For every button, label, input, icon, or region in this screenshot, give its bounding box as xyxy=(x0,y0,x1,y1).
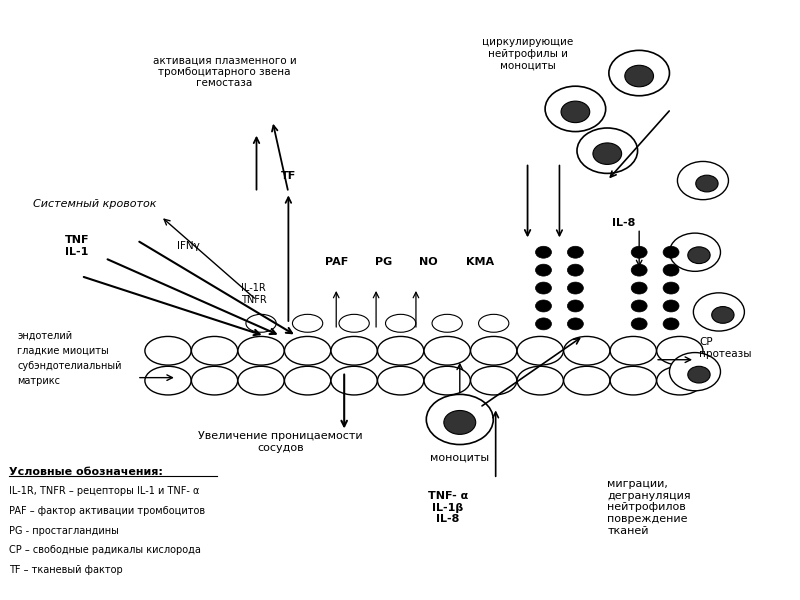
Ellipse shape xyxy=(424,337,470,365)
Circle shape xyxy=(567,318,583,330)
Text: Увеличение проницаемости
сосудов: Увеличение проницаемости сосудов xyxy=(198,431,362,453)
Text: Системный кровоток: Системный кровоток xyxy=(34,199,157,209)
Circle shape xyxy=(426,394,494,445)
Text: TF – тканевый фактор: TF – тканевый фактор xyxy=(10,565,123,575)
Text: NO: NO xyxy=(418,257,438,267)
Circle shape xyxy=(567,282,583,294)
Text: IL-1R
TNFR: IL-1R TNFR xyxy=(241,283,266,305)
Text: моноциты: моноциты xyxy=(430,452,490,462)
Ellipse shape xyxy=(610,337,657,365)
Ellipse shape xyxy=(293,314,322,332)
Text: СР
протеазы: СР протеазы xyxy=(699,337,751,359)
Text: миграции,
дегрануляция
нейтрофилов
повреждение
тканей: миграции, дегрануляция нейтрофилов повре… xyxy=(607,479,691,536)
Circle shape xyxy=(535,282,551,294)
Circle shape xyxy=(535,300,551,312)
Ellipse shape xyxy=(145,366,191,395)
Text: IL-8: IL-8 xyxy=(611,218,635,229)
Ellipse shape xyxy=(657,366,703,395)
Circle shape xyxy=(545,86,606,131)
Text: PG - простагландины: PG - простагландины xyxy=(10,526,119,536)
Ellipse shape xyxy=(517,337,563,365)
Text: активация плазменного и
тромбоцитарного звена
гемостаза: активация плазменного и тромбоцитарного … xyxy=(153,55,297,88)
Circle shape xyxy=(663,318,679,330)
Circle shape xyxy=(631,282,647,294)
Ellipse shape xyxy=(610,366,657,395)
Ellipse shape xyxy=(285,366,330,395)
Ellipse shape xyxy=(564,337,610,365)
Circle shape xyxy=(535,264,551,276)
Ellipse shape xyxy=(424,366,470,395)
Text: PAF – фактор активации тромбоцитов: PAF – фактор активации тромбоцитов xyxy=(10,506,206,516)
Ellipse shape xyxy=(432,314,462,332)
Ellipse shape xyxy=(378,366,424,395)
Text: IL-1R, TNFR – рецепторы IL-1 и TNF- α: IL-1R, TNFR – рецепторы IL-1 и TNF- α xyxy=(10,487,200,496)
Circle shape xyxy=(688,247,710,263)
Circle shape xyxy=(678,161,729,200)
Circle shape xyxy=(577,128,638,173)
Ellipse shape xyxy=(246,314,276,332)
Ellipse shape xyxy=(191,366,238,395)
Circle shape xyxy=(688,366,710,383)
Ellipse shape xyxy=(478,314,509,332)
Circle shape xyxy=(694,293,745,331)
Circle shape xyxy=(567,300,583,312)
Text: TNF- α
IL-1β
IL-8: TNF- α IL-1β IL-8 xyxy=(428,491,468,524)
Text: гладкие миоциты: гладкие миоциты xyxy=(18,346,109,356)
Circle shape xyxy=(663,300,679,312)
Circle shape xyxy=(593,143,622,164)
Ellipse shape xyxy=(339,314,370,332)
Ellipse shape xyxy=(331,337,378,365)
Ellipse shape xyxy=(657,337,703,365)
Ellipse shape xyxy=(285,337,330,365)
Circle shape xyxy=(631,300,647,312)
Circle shape xyxy=(535,318,551,330)
Ellipse shape xyxy=(386,314,416,332)
Text: PG: PG xyxy=(375,257,393,267)
Ellipse shape xyxy=(470,366,517,395)
Ellipse shape xyxy=(238,337,284,365)
Ellipse shape xyxy=(517,366,563,395)
Text: TNF
IL-1: TNF IL-1 xyxy=(65,235,90,257)
Circle shape xyxy=(561,101,590,122)
Circle shape xyxy=(696,175,718,192)
Circle shape xyxy=(663,282,679,294)
Circle shape xyxy=(625,65,654,87)
Text: TF: TF xyxy=(281,170,296,181)
Text: циркулирующие
нейтрофилы и
моноциты: циркулирующие нейтрофилы и моноциты xyxy=(482,37,573,70)
Text: субэндотелиальный: субэндотелиальный xyxy=(18,361,122,371)
Circle shape xyxy=(663,264,679,276)
Ellipse shape xyxy=(378,337,424,365)
Circle shape xyxy=(670,233,721,271)
Ellipse shape xyxy=(145,337,191,365)
Ellipse shape xyxy=(238,366,284,395)
Circle shape xyxy=(567,264,583,276)
Text: матрикс: матрикс xyxy=(18,376,60,386)
Ellipse shape xyxy=(564,366,610,395)
Ellipse shape xyxy=(470,337,517,365)
Text: Условные обозначения:: Условные обозначения: xyxy=(10,467,163,477)
Circle shape xyxy=(631,264,647,276)
Text: PAF: PAF xyxy=(325,257,348,267)
Circle shape xyxy=(670,353,721,391)
Text: KMA: KMA xyxy=(466,257,494,267)
Circle shape xyxy=(631,246,647,258)
Circle shape xyxy=(535,246,551,258)
Text: эндотелий: эндотелий xyxy=(18,331,73,341)
Circle shape xyxy=(609,50,670,96)
Ellipse shape xyxy=(191,337,238,365)
Circle shape xyxy=(567,246,583,258)
Circle shape xyxy=(663,246,679,258)
Ellipse shape xyxy=(331,366,378,395)
Circle shape xyxy=(712,307,734,323)
Circle shape xyxy=(631,318,647,330)
Text: СР – свободные радикалы кислорода: СР – свободные радикалы кислорода xyxy=(10,545,202,556)
Circle shape xyxy=(444,410,476,434)
Text: IFNγ: IFNγ xyxy=(177,241,200,251)
